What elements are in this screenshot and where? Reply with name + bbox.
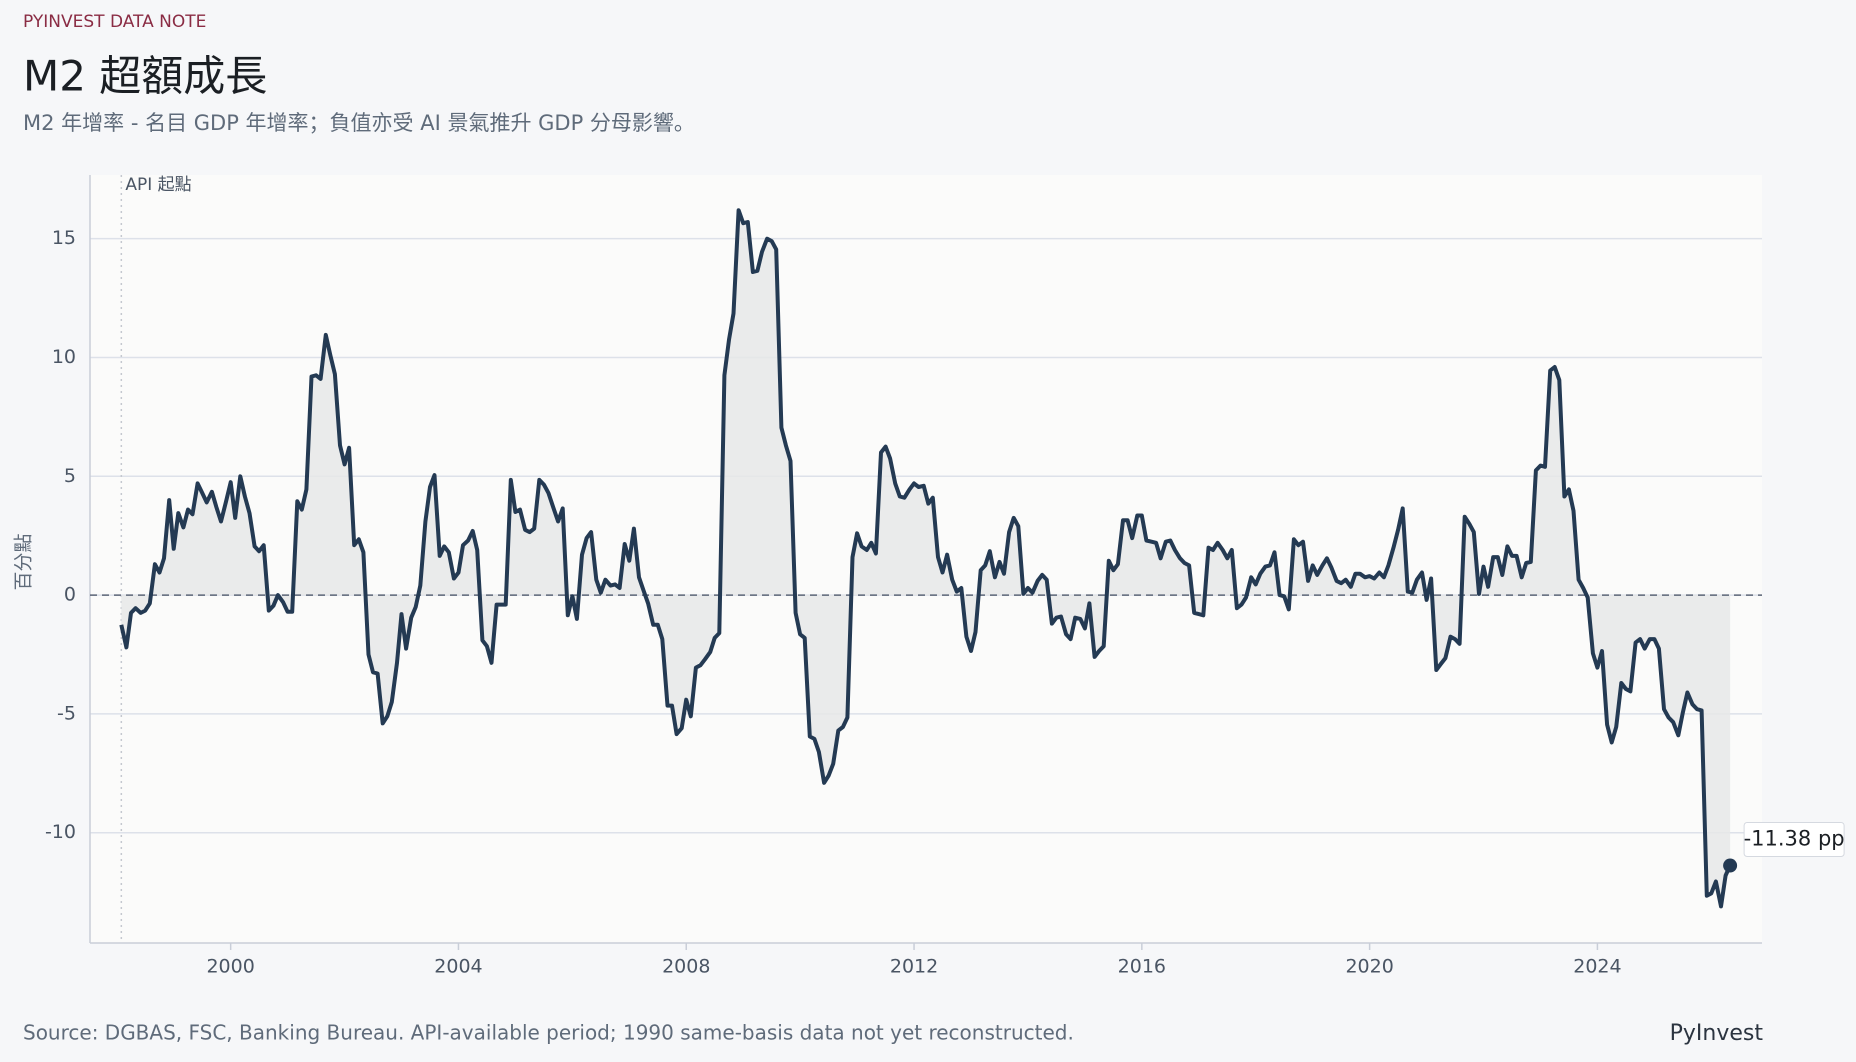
x-tick-label: 2000: [206, 956, 254, 978]
x-tick-label: 2012: [890, 956, 938, 978]
y-tick-label: 15: [52, 227, 76, 249]
end-point: [1723, 858, 1738, 873]
area-fill: [121, 210, 1731, 907]
end-label: -11.38 pp: [1744, 827, 1845, 851]
y-axis-label: 百分點: [13, 533, 35, 590]
y-tick-label: 5: [64, 465, 76, 487]
y-tick-label: -10: [45, 821, 76, 843]
x-tick-label: 2004: [434, 956, 482, 978]
x-tick-label: 2016: [1118, 956, 1166, 978]
chart-subtitle: M2 年增率 - 名目 GDP 年增率；負值亦受 AI 景氣推升 GDP 分母影…: [23, 111, 695, 135]
annotation-label: API 起點: [125, 175, 191, 195]
series-line: [119, 208, 1732, 909]
x-tick-label: 2008: [662, 956, 710, 978]
end-label-box: [1743, 822, 1845, 858]
chart-title: M2 超額成長: [23, 52, 267, 101]
brand: PyInvest: [1670, 1021, 1764, 1046]
y-tick-label: -5: [57, 702, 76, 724]
plot-area: -10 -5 0 5 10 15 2000 2004 2008 2012 2016 2020 2024 A…: [45, 175, 1845, 978]
x-tick-label: 2020: [1345, 956, 1393, 978]
y-tick-label: 10: [52, 346, 76, 368]
kicker: PYINVEST DATA NOTE: [23, 12, 206, 32]
y-tick-label: 0: [64, 584, 76, 606]
source-note: Source: DGBAS, FSC, Banking Bureau. API-…: [23, 1021, 1074, 1045]
x-tick-label: 2024: [1573, 956, 1621, 978]
